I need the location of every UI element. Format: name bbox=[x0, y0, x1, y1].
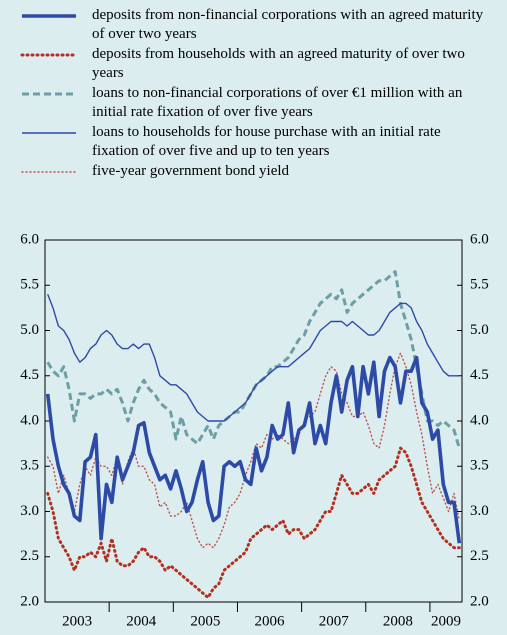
x-tick-label: 2005 bbox=[190, 613, 220, 629]
series-line bbox=[47, 294, 460, 422]
y2-tick-label: 4.0 bbox=[470, 412, 489, 428]
legend-item: deposits from non-financial corporations… bbox=[20, 6, 490, 44]
y2-tick-label: 3.0 bbox=[470, 503, 489, 519]
legend-label: deposits from non-financial corporations… bbox=[92, 7, 484, 42]
legend-label: loans to non-financial corporations of o… bbox=[92, 85, 463, 120]
y-tick-label: 4.0 bbox=[20, 412, 39, 428]
x-tick-label: 2007 bbox=[319, 613, 350, 629]
y-tick-label: 5.5 bbox=[20, 277, 39, 293]
series-line bbox=[46, 446, 461, 599]
legend-swatch bbox=[22, 132, 76, 134]
y2-tick-label: 5.0 bbox=[470, 322, 489, 338]
legend-item: five-year government bond yield bbox=[20, 162, 490, 181]
legend-swatch bbox=[22, 92, 76, 96]
legend-item: loans to households for house purchase w… bbox=[20, 123, 490, 161]
x-tick-label: 2006 bbox=[255, 613, 286, 629]
series-line bbox=[45, 355, 462, 544]
legend-item: deposits from households with an agreed … bbox=[20, 45, 490, 83]
legend-label: five-year government bond yield bbox=[92, 163, 290, 179]
legend: deposits from non-financial corporations… bbox=[20, 6, 490, 182]
legend-swatch bbox=[20, 53, 78, 57]
y-tick-label: 5.0 bbox=[20, 322, 39, 338]
legend-swatch bbox=[22, 14, 76, 18]
x-tick-label: 2008 bbox=[383, 613, 413, 629]
y-tick-label: 4.5 bbox=[20, 367, 39, 383]
y-tick-label: 2.0 bbox=[20, 593, 39, 609]
y-tick-label: 6.0 bbox=[20, 231, 39, 247]
y2-tick-label: 2.5 bbox=[470, 548, 489, 564]
legend-item: loans to non-financial corporations of o… bbox=[20, 84, 490, 122]
x-tick-label: 2009 bbox=[431, 613, 461, 629]
y2-tick-label: 4.5 bbox=[470, 367, 489, 383]
x-tick-label: 2004 bbox=[126, 613, 157, 629]
y2-tick-label: 2.0 bbox=[470, 593, 489, 609]
series-line bbox=[46, 270, 461, 449]
legend-label: loans to households for house purchase w… bbox=[92, 124, 441, 159]
y2-tick-label: 5.5 bbox=[470, 277, 489, 293]
legend-swatch bbox=[21, 171, 77, 173]
y-tick-label: 2.5 bbox=[20, 548, 39, 564]
legend-label: deposits from households with an agreed … bbox=[92, 46, 465, 81]
y2-tick-label: 6.0 bbox=[470, 231, 489, 247]
y-tick-label: 3.5 bbox=[20, 458, 39, 474]
y-tick-label: 3.0 bbox=[20, 503, 39, 519]
y2-tick-label: 3.5 bbox=[470, 458, 489, 474]
x-tick-label: 2003 bbox=[62, 613, 92, 629]
